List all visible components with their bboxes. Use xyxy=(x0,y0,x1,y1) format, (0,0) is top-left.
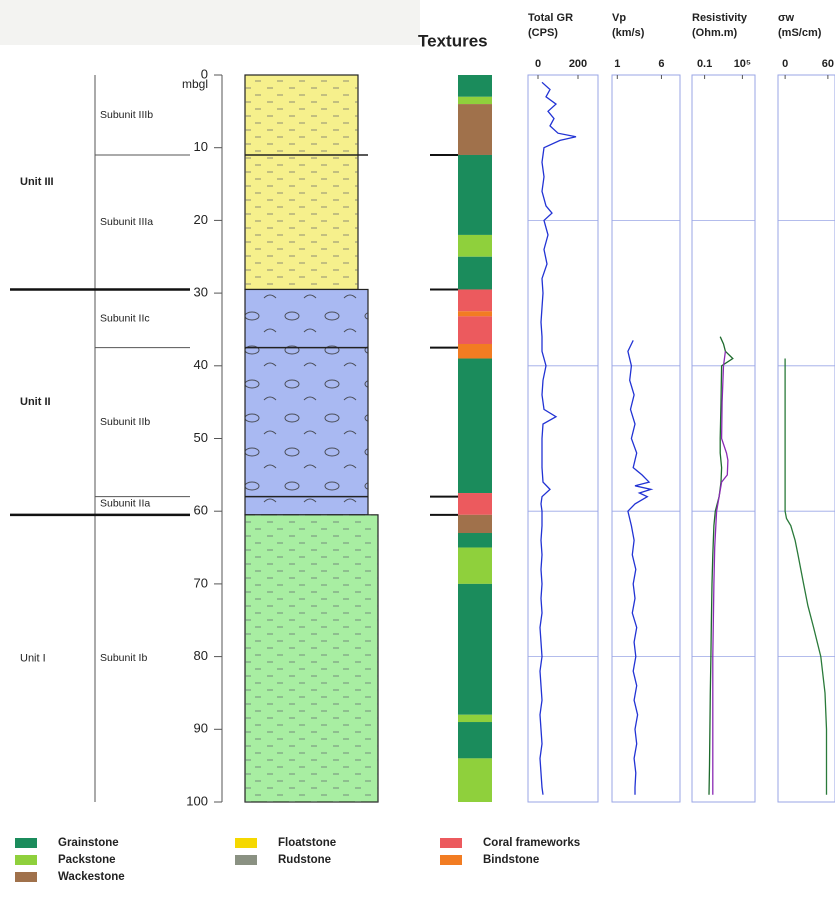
lithology-pattern xyxy=(245,514,378,802)
legend-label: Coral frameworks xyxy=(483,837,580,849)
legend-swatch xyxy=(15,838,37,848)
track-subtitle: (CPS) xyxy=(528,27,558,39)
x-tick-label: 6 xyxy=(658,58,664,70)
legend-label: Bindstone xyxy=(483,854,539,866)
texture-interval xyxy=(458,758,492,802)
x-tick-label: 0.1 xyxy=(697,58,712,70)
legend-swatch xyxy=(15,872,37,882)
texture-interval xyxy=(458,75,492,97)
depth-tick-label: 100 xyxy=(186,793,208,808)
lithology-pattern xyxy=(245,75,358,290)
track-title: Resistivity xyxy=(692,12,748,24)
texture-interval xyxy=(458,583,492,715)
track-subtitle: (mS/cm) xyxy=(778,27,822,39)
texture-interval xyxy=(458,256,492,290)
texture-interval xyxy=(458,289,492,312)
track-title: Total GR xyxy=(528,12,573,24)
log-curve xyxy=(712,351,729,795)
texture-interval xyxy=(458,234,492,257)
depth-tick-label: 40 xyxy=(194,357,208,372)
texture-interval xyxy=(458,358,492,494)
texture-interval xyxy=(458,714,492,723)
legend-swatch xyxy=(440,838,462,848)
track-subtitle: (Ohm.m) xyxy=(692,27,738,39)
legend-label: Packstone xyxy=(58,854,116,866)
texture-interval xyxy=(458,316,492,344)
track-title: σw xyxy=(778,12,795,24)
depth-tick-label: 30 xyxy=(194,285,208,300)
texture-interval xyxy=(458,514,492,534)
depth-tick-label: 10 xyxy=(194,139,208,154)
header-band xyxy=(0,0,420,45)
legend-swatch xyxy=(235,838,257,848)
texture-interval xyxy=(458,96,492,105)
legend-label: Floatstone xyxy=(278,837,336,849)
texture-interval xyxy=(458,722,492,759)
depth-tick-label: 90 xyxy=(194,721,208,736)
x-tick-label: 10⁵ xyxy=(734,58,751,70)
textures-title: Textures xyxy=(418,31,488,50)
x-tick-label: 60 xyxy=(822,58,834,70)
texture-interval xyxy=(458,154,492,235)
track-subtitle: (km/s) xyxy=(612,27,645,39)
depth-tick-label: 20 xyxy=(194,212,208,227)
legend-swatch xyxy=(235,855,257,865)
subunit-label: Subunit IIa xyxy=(100,498,150,510)
subunit-label: Subunit Ib xyxy=(100,652,147,664)
log-curve xyxy=(627,340,654,795)
track-frame xyxy=(611,74,681,803)
texture-interval xyxy=(458,547,492,584)
track-frame xyxy=(527,74,599,803)
depth-tick-label: 60 xyxy=(194,503,208,518)
legend-label: Rudstone xyxy=(278,854,331,866)
legend-label: Grainstone xyxy=(58,837,119,849)
legend-swatch xyxy=(440,855,462,865)
track-frame xyxy=(691,74,756,803)
unit-label: Unit I xyxy=(20,652,46,664)
depth-tick-label: 80 xyxy=(194,648,208,663)
texture-interval xyxy=(458,311,492,317)
texture-interval xyxy=(458,493,492,515)
depth-tick-label: 0 xyxy=(201,66,208,81)
log-curve xyxy=(539,81,577,795)
depth-tick-label: 50 xyxy=(194,430,208,445)
texture-interval xyxy=(458,104,492,155)
unit-label: Unit III xyxy=(20,176,54,188)
subunit-label: Subunit IIc xyxy=(100,312,150,324)
depth-unit-label: mbgl xyxy=(182,77,208,91)
legend-swatch xyxy=(15,855,37,865)
unit-label: Unit II xyxy=(20,396,51,408)
lithology-pattern xyxy=(245,289,368,515)
subunit-label: Subunit IIIa xyxy=(100,216,153,228)
depth-tick-label: 70 xyxy=(194,575,208,590)
log-curve xyxy=(784,358,828,795)
x-tick-label: 1 xyxy=(614,58,620,70)
x-tick-label: 0 xyxy=(782,58,788,70)
x-tick-label: 0 xyxy=(535,58,541,70)
texture-interval xyxy=(458,343,492,359)
subunit-label: Subunit IIIb xyxy=(100,109,153,121)
track-frame xyxy=(777,74,835,803)
legend-label: Wackestone xyxy=(58,871,125,883)
track-title: Vp xyxy=(612,12,626,24)
texture-interval xyxy=(458,533,492,548)
x-tick-label: 200 xyxy=(569,58,587,70)
subunit-label: Subunit IIb xyxy=(100,416,150,428)
